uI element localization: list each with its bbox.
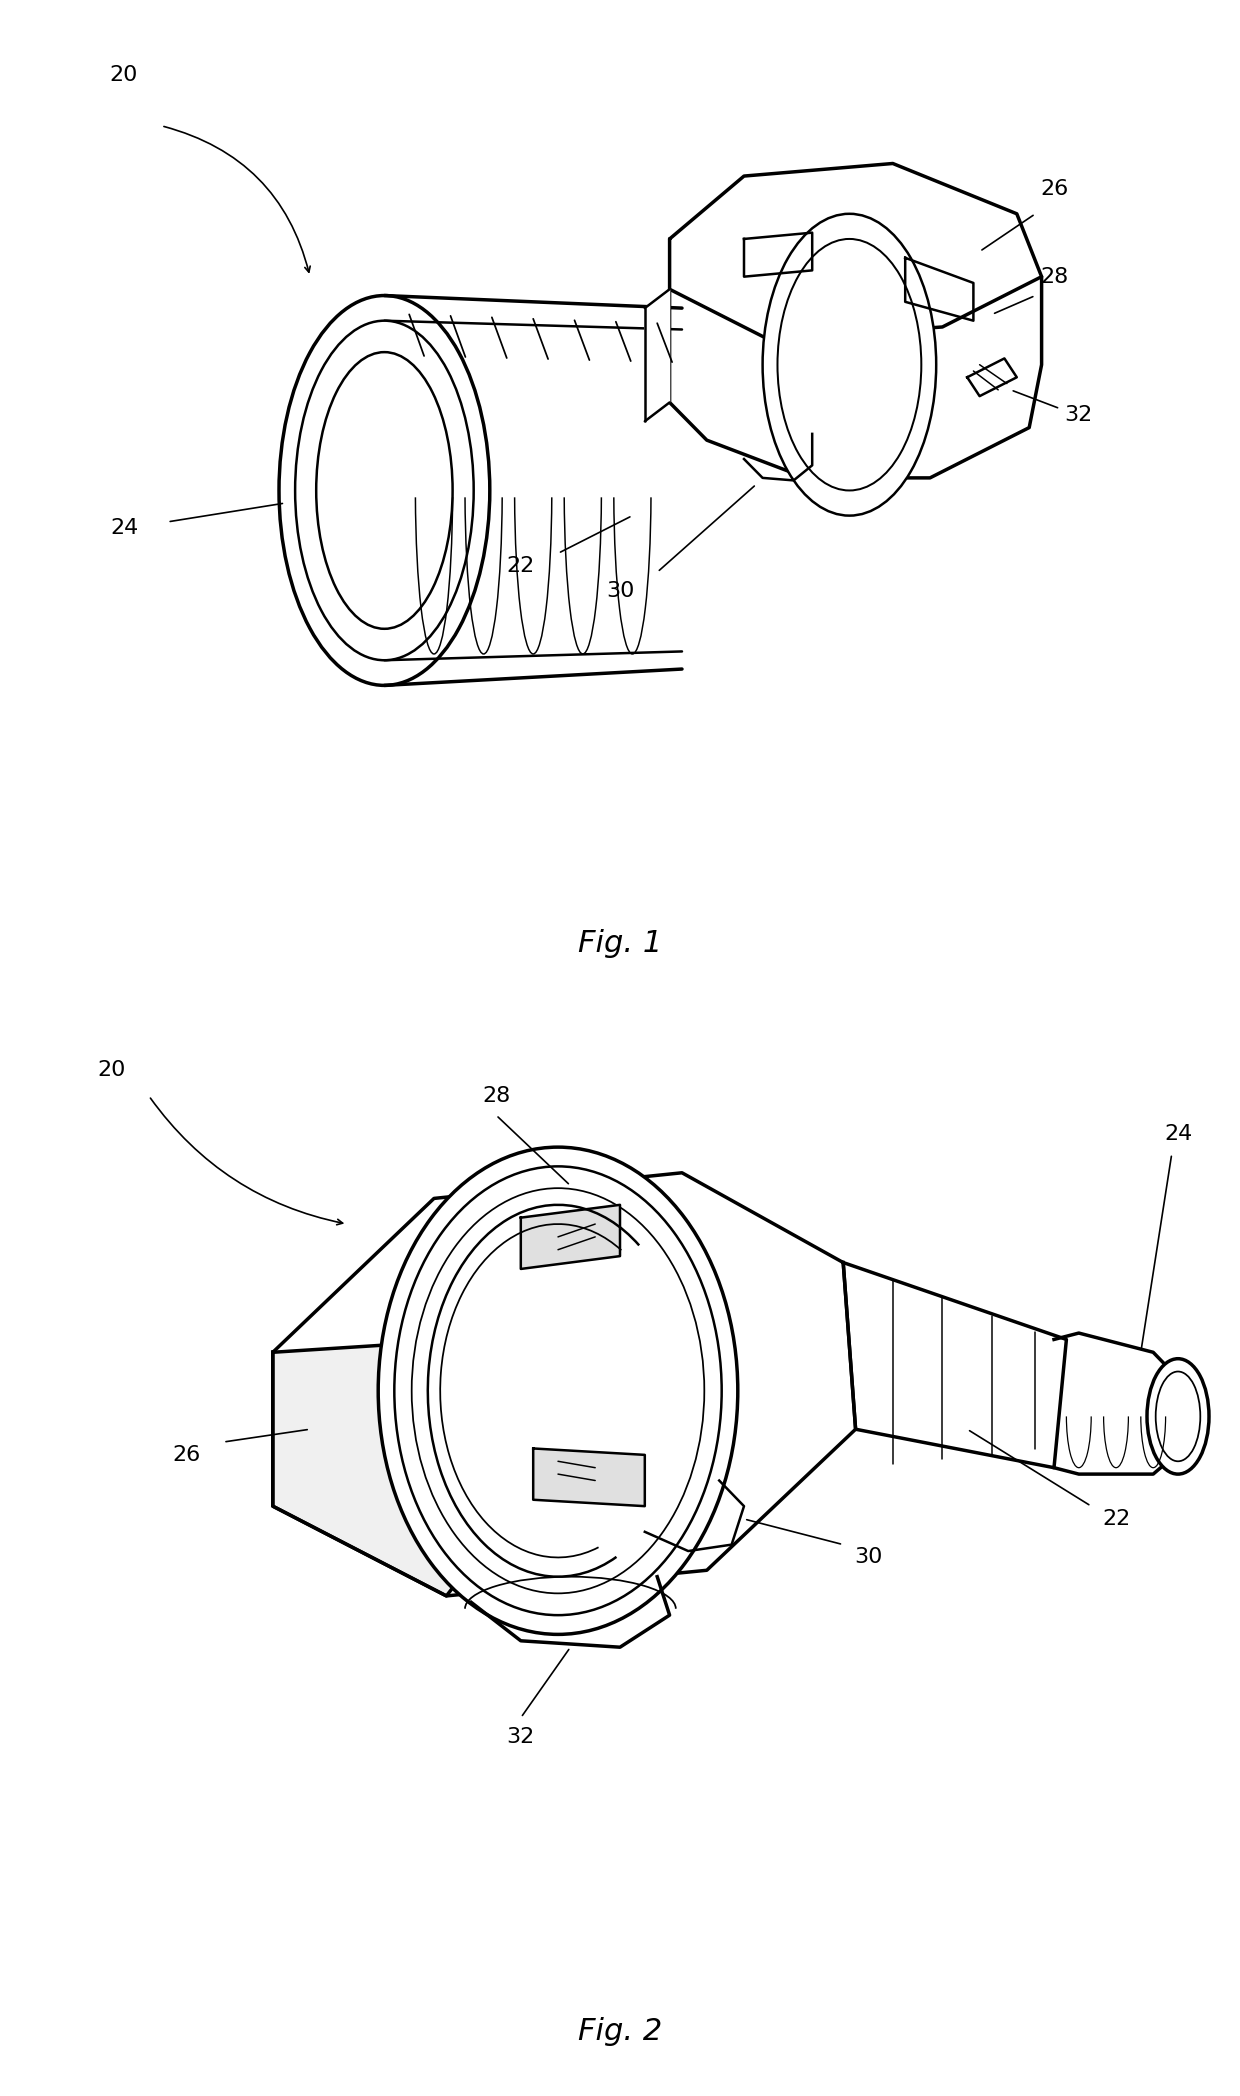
- Text: Fig. 1: Fig. 1: [578, 929, 662, 958]
- Ellipse shape: [1147, 1358, 1209, 1473]
- Text: 30: 30: [606, 581, 634, 602]
- Ellipse shape: [763, 214, 936, 516]
- Polygon shape: [645, 289, 670, 421]
- Text: 22: 22: [507, 555, 534, 576]
- Text: 24: 24: [1164, 1123, 1192, 1144]
- Text: 26: 26: [1040, 178, 1068, 199]
- Polygon shape: [843, 1262, 1066, 1467]
- Text: 30: 30: [854, 1547, 882, 1568]
- Text: 28: 28: [1040, 266, 1068, 287]
- Text: 32: 32: [507, 1727, 534, 1746]
- Polygon shape: [273, 1339, 471, 1595]
- Polygon shape: [521, 1205, 620, 1268]
- Ellipse shape: [279, 296, 490, 685]
- Text: 22: 22: [1102, 1509, 1130, 1528]
- Ellipse shape: [394, 1165, 722, 1616]
- Text: 26: 26: [172, 1444, 200, 1465]
- Text: 20: 20: [98, 1061, 125, 1079]
- Ellipse shape: [295, 321, 474, 660]
- Polygon shape: [533, 1448, 645, 1507]
- Text: 32: 32: [1065, 405, 1092, 425]
- Text: 24: 24: [110, 518, 138, 539]
- Ellipse shape: [378, 1147, 738, 1635]
- Text: 28: 28: [482, 1086, 510, 1107]
- Text: 20: 20: [110, 65, 138, 86]
- Text: Fig. 2: Fig. 2: [578, 2016, 662, 2046]
- Polygon shape: [273, 1174, 856, 1595]
